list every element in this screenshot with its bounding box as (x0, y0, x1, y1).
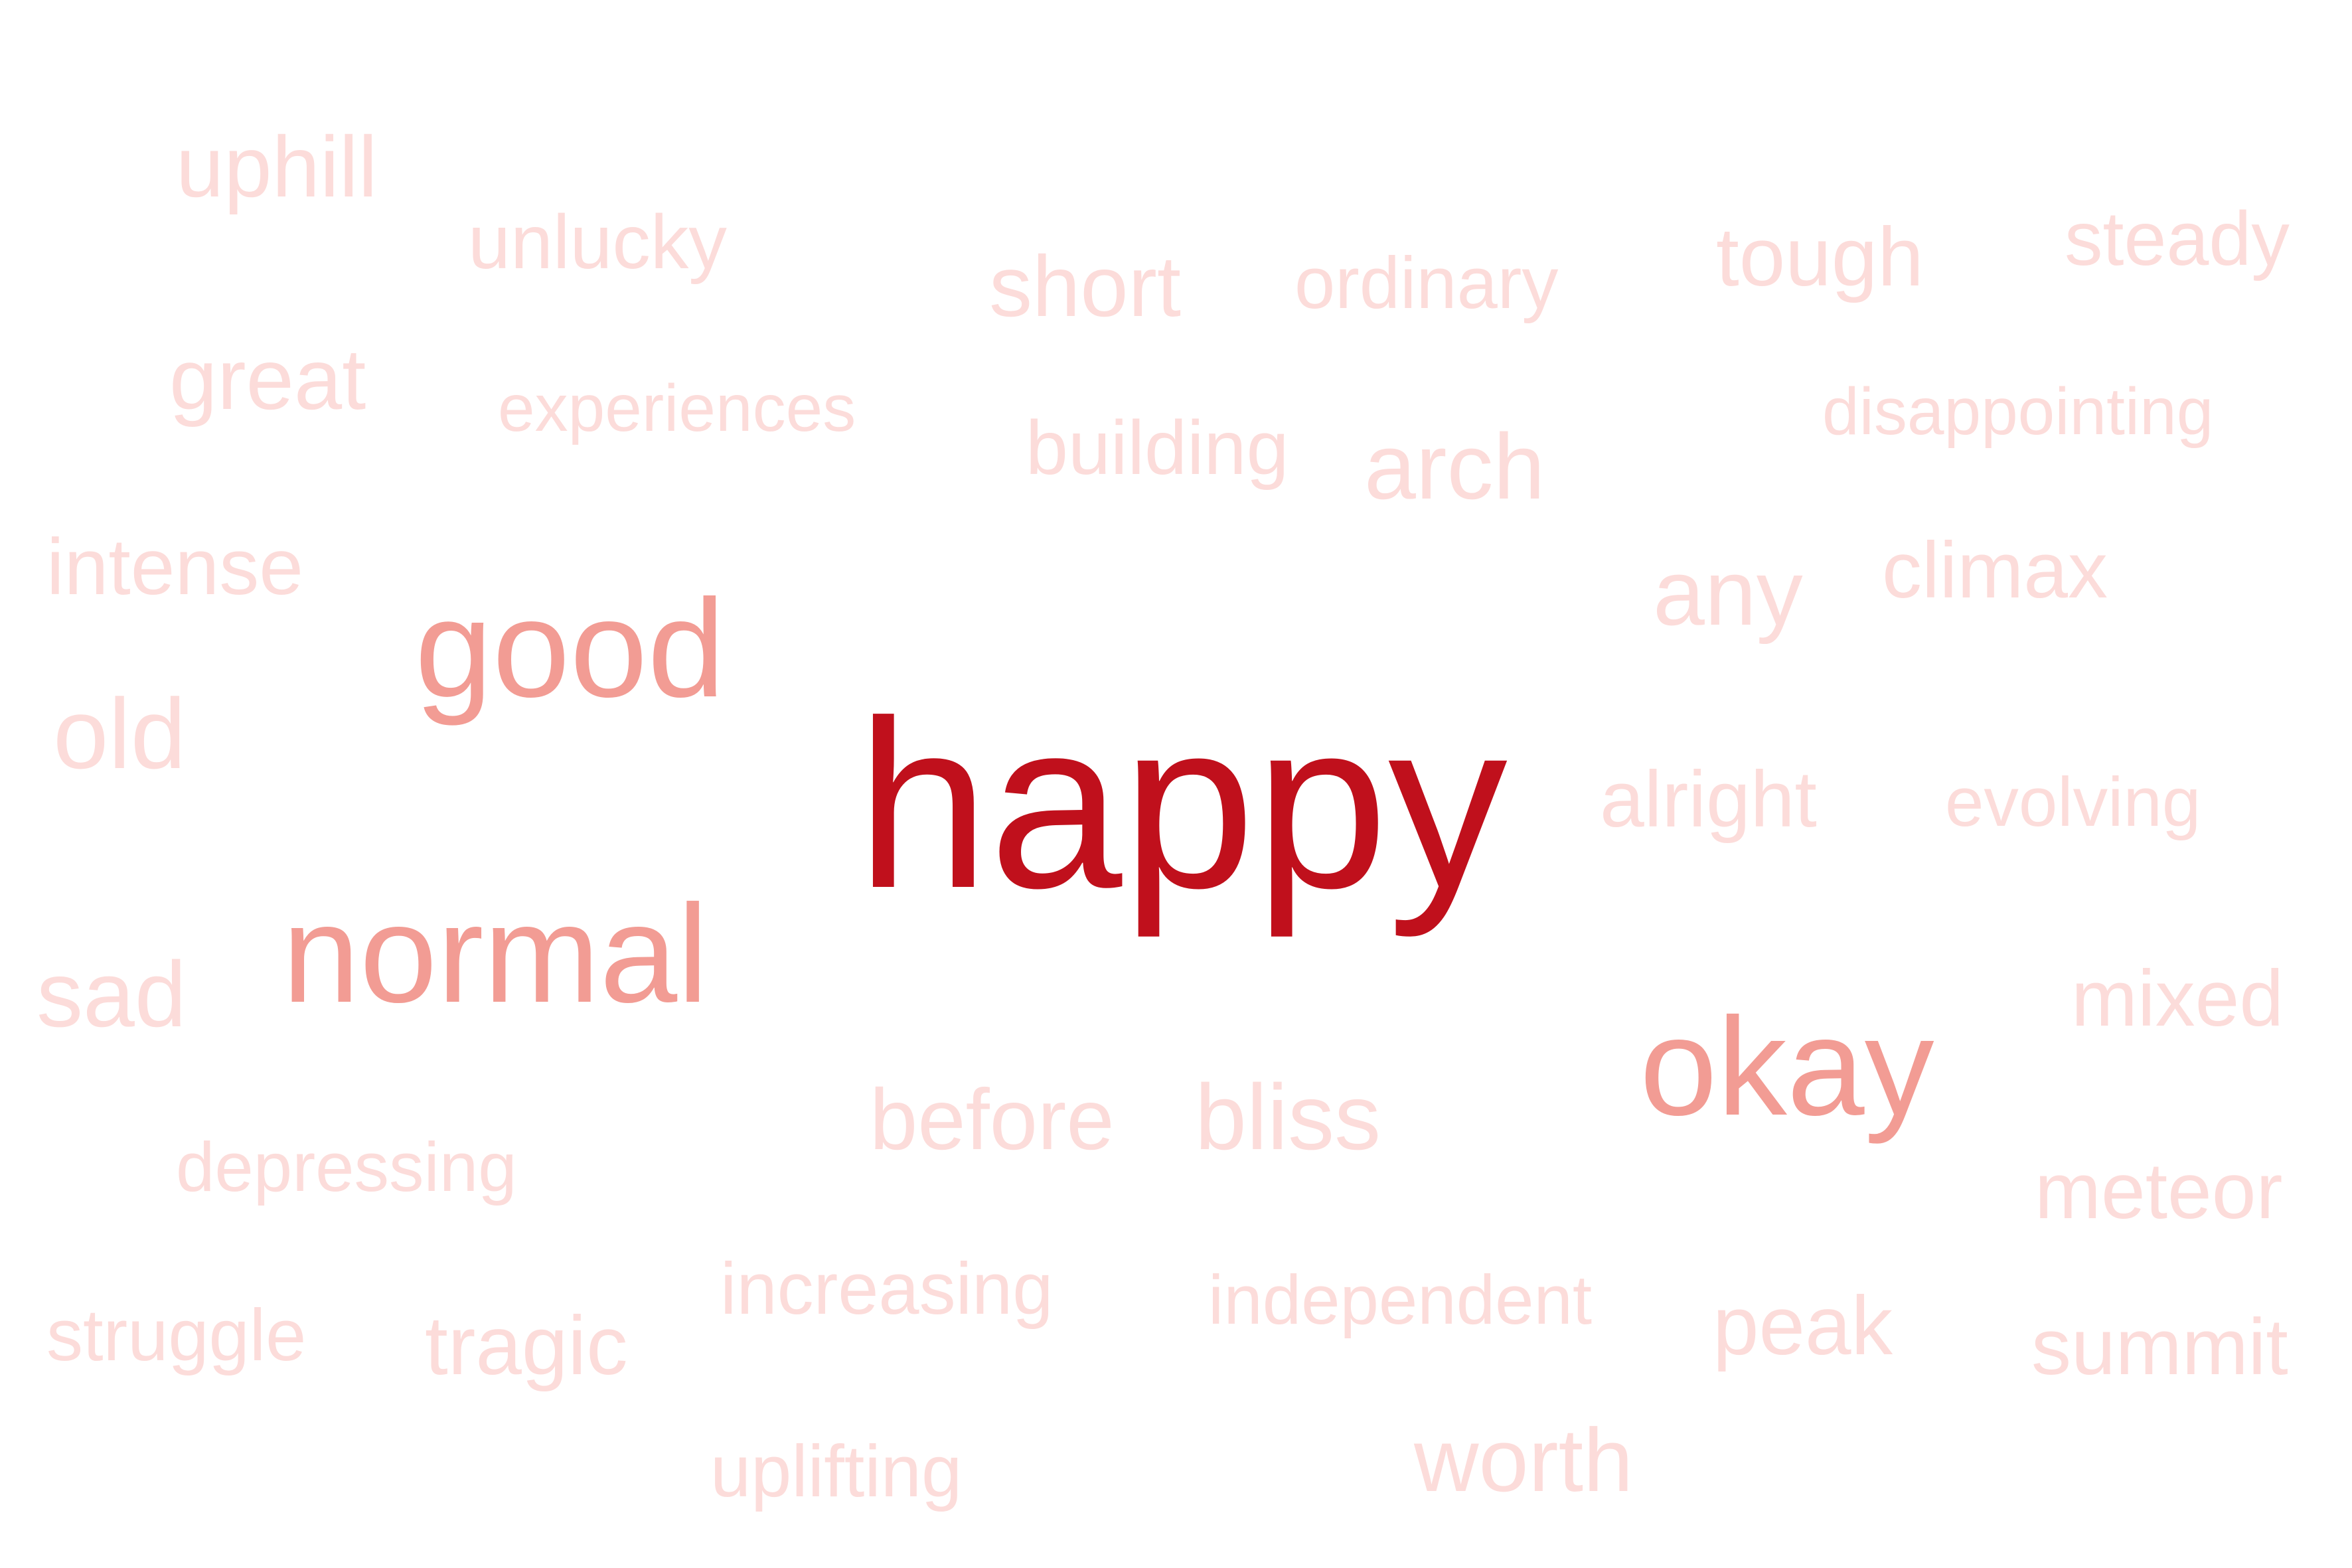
word-alright: alright (1600, 755, 1817, 844)
word-increasing: increasing (720, 1248, 1054, 1330)
word-happy: happy (856, 671, 1508, 938)
word-unlucky: unlucky (468, 200, 727, 285)
word-normal: normal (282, 876, 708, 1032)
word-great: great (169, 331, 366, 428)
word-tough: tough (1716, 211, 1924, 303)
word-depressing: depressing (176, 1129, 517, 1206)
word-disappointing: disappointing (1822, 374, 2214, 449)
word-peak: peak (1713, 1280, 1893, 1372)
word-mixed: mixed (2071, 954, 2284, 1043)
word-meteor: meteor (2035, 1146, 2283, 1235)
word-struggle: struggle (46, 1294, 307, 1376)
word-worth: worth (1414, 1410, 1634, 1510)
word-evolving: evolving (1945, 763, 2201, 841)
word-old: old (53, 678, 187, 789)
word-summit: summit (2031, 1302, 2288, 1391)
word-independent: independent (1208, 1261, 1593, 1339)
word-bliss: bliss (1195, 1065, 1381, 1169)
word-climax: climax (1882, 526, 2108, 615)
word-steady: steady (2065, 196, 2290, 281)
word-ordinary: ordinary (1294, 242, 1559, 324)
word-tragic: tragic (425, 1300, 628, 1392)
word-arch: arch (1364, 414, 1545, 518)
word-short: short (989, 238, 1182, 335)
word-uplifting: uplifting (710, 1431, 963, 1512)
word-good: good (415, 570, 726, 726)
word-experiences: experiences (498, 371, 856, 445)
word-before: before (870, 1071, 1115, 1168)
word-building: building (1026, 406, 1289, 491)
word-intense: intense (46, 522, 303, 611)
word-any: any (1653, 540, 1803, 645)
word-okay: okay (1640, 988, 1934, 1144)
word-sad: sad (37, 942, 187, 1046)
word-uphill: uphill (176, 118, 378, 215)
